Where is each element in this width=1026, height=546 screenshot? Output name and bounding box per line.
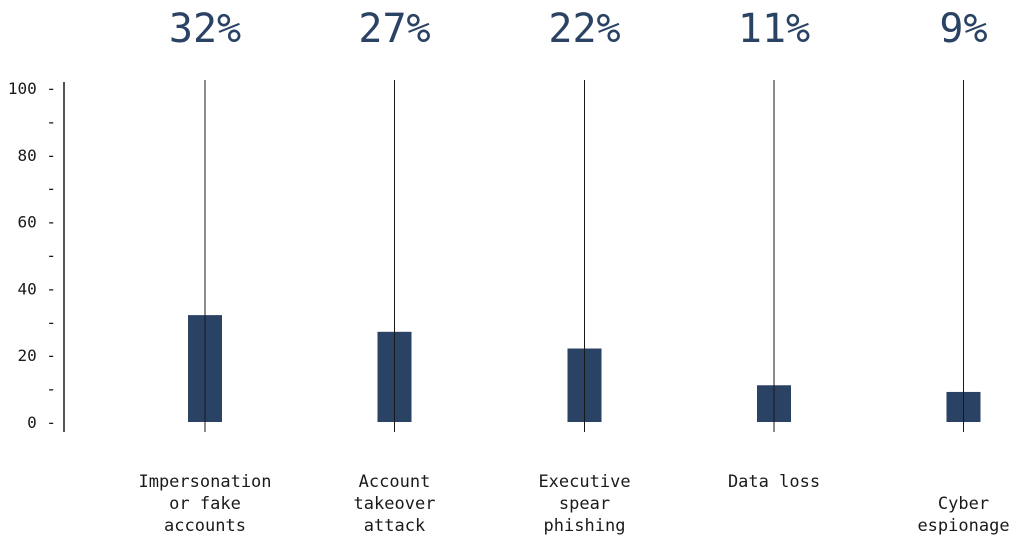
category-label-line: Executive	[538, 472, 630, 492]
category-label: Data loss	[728, 472, 820, 492]
category-label-line: spear	[559, 494, 610, 514]
category-label: Impersonation or fake accounts	[138, 472, 271, 536]
category-label: Cyber espionage	[917, 494, 1009, 536]
bars	[188, 80, 981, 432]
category-label-line: Account	[359, 472, 431, 492]
value-label: 32%	[169, 6, 241, 52]
value-label: 22%	[548, 6, 620, 52]
category-label-line: Cyber	[938, 494, 989, 514]
value-label: 9%	[939, 6, 987, 52]
value-label: 27%	[358, 6, 430, 52]
category-label-line: espionage	[917, 516, 1009, 536]
category-label: Executive spear phishing	[538, 472, 630, 536]
category-label-line: Data loss	[728, 472, 820, 492]
value-label: 11%	[738, 6, 810, 52]
category-labels: Impersonation or fake accounts Account takeo…	[138, 472, 1009, 536]
y-tick-label: 40 -	[17, 279, 56, 298]
y-tick-minor: -	[46, 313, 56, 332]
value-labels: 32% 27% 22% 11% 9%	[169, 6, 988, 52]
y-axis: 0 - - 20 - - 40 - - 60 - - 80 - - 100 -	[8, 79, 56, 432]
y-tick-label: 0 -	[27, 413, 56, 432]
y-tick-label: 80 -	[17, 146, 56, 165]
y-tick-minor: -	[46, 112, 56, 131]
category-label-line: Impersonation	[138, 472, 271, 492]
y-tick-label: 100 -	[8, 79, 56, 98]
y-tick-minor: -	[46, 246, 56, 265]
y-tick-minor: -	[46, 380, 56, 399]
y-tick-label: 60 -	[17, 213, 56, 232]
category-label-line: takeover	[354, 494, 436, 514]
category-label-line: accounts	[164, 516, 246, 536]
category-label-line: attack	[364, 516, 425, 536]
y-tick-label: 20 -	[17, 346, 56, 365]
category-label-line: phishing	[544, 516, 626, 536]
y-tick-minor: -	[46, 179, 56, 198]
category-label: Account takeover attack	[354, 472, 436, 536]
category-label-line: or fake	[169, 494, 241, 514]
